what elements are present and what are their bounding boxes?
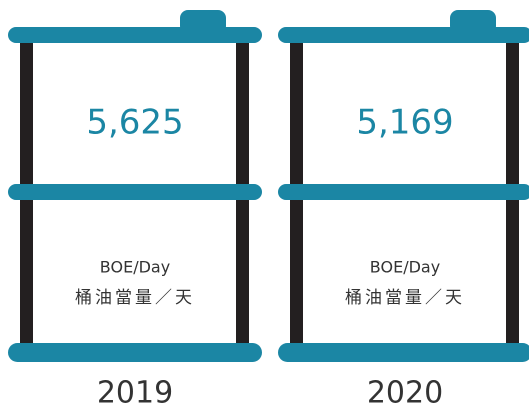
barrel-rim bbox=[278, 27, 529, 43]
barrel-year: 2019 bbox=[97, 376, 173, 411]
barrel-rim bbox=[278, 343, 529, 362]
barrel-rim bbox=[8, 27, 262, 43]
barrel-unit-zh: 桶油當量／天 bbox=[75, 288, 195, 308]
barrel-value: 5,169 bbox=[356, 103, 453, 143]
barrel-rim bbox=[278, 184, 529, 200]
barrel-rim bbox=[8, 184, 262, 200]
barrel-rim bbox=[8, 343, 262, 362]
barrel-value: 5,625 bbox=[86, 103, 183, 143]
barrel-unit: BOE/Day bbox=[370, 258, 440, 277]
barrel-unit: BOE/Day bbox=[100, 258, 170, 277]
barrel-unit-zh: 桶油當量／天 bbox=[345, 288, 465, 308]
barrel-year: 2020 bbox=[367, 376, 443, 411]
